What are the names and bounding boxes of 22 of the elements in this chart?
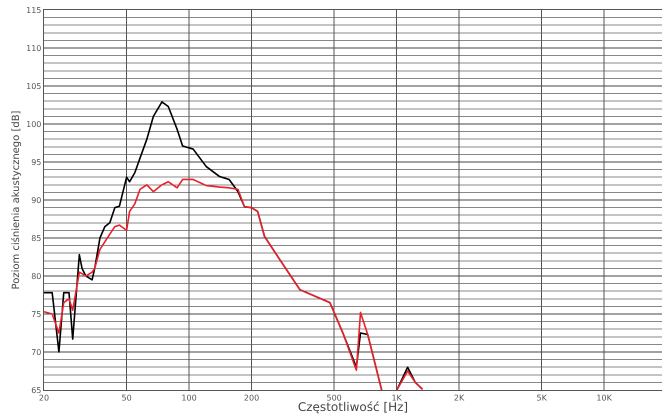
y-tick-label: 105 (26, 82, 42, 91)
y-tick-label: 70 (31, 348, 42, 357)
x-tick-label: 100 (181, 394, 197, 403)
x-tick-label: 50 (121, 394, 132, 403)
y-tick-label: 90 (31, 196, 42, 205)
y-tick-label: 75 (31, 310, 42, 319)
x-tick-label: 2K (454, 394, 465, 403)
y-tick-label: 115 (26, 6, 42, 15)
y-tick-label: 85 (31, 234, 42, 243)
y-tick-label: 80 (31, 272, 42, 281)
y-tick-label: 65 (31, 386, 42, 395)
x-tick-label: 10K (596, 394, 613, 403)
y-tick-label: 95 (31, 158, 42, 167)
x-tick-label: 1K (391, 394, 403, 403)
y-tick-label: 110 (26, 44, 42, 53)
x-tick-label: 5K (536, 394, 548, 403)
y-tick-label: 100 (26, 120, 42, 129)
x-axis-title: Częstotliwość [Hz] (298, 400, 408, 414)
x-tick-label: 200 (244, 394, 260, 403)
x-tick-label: 20 (38, 394, 50, 403)
y-axis-title: Poziom ciśnienia akustycznego [dB] (10, 110, 22, 290)
x-tick-label: 500 (326, 394, 342, 403)
